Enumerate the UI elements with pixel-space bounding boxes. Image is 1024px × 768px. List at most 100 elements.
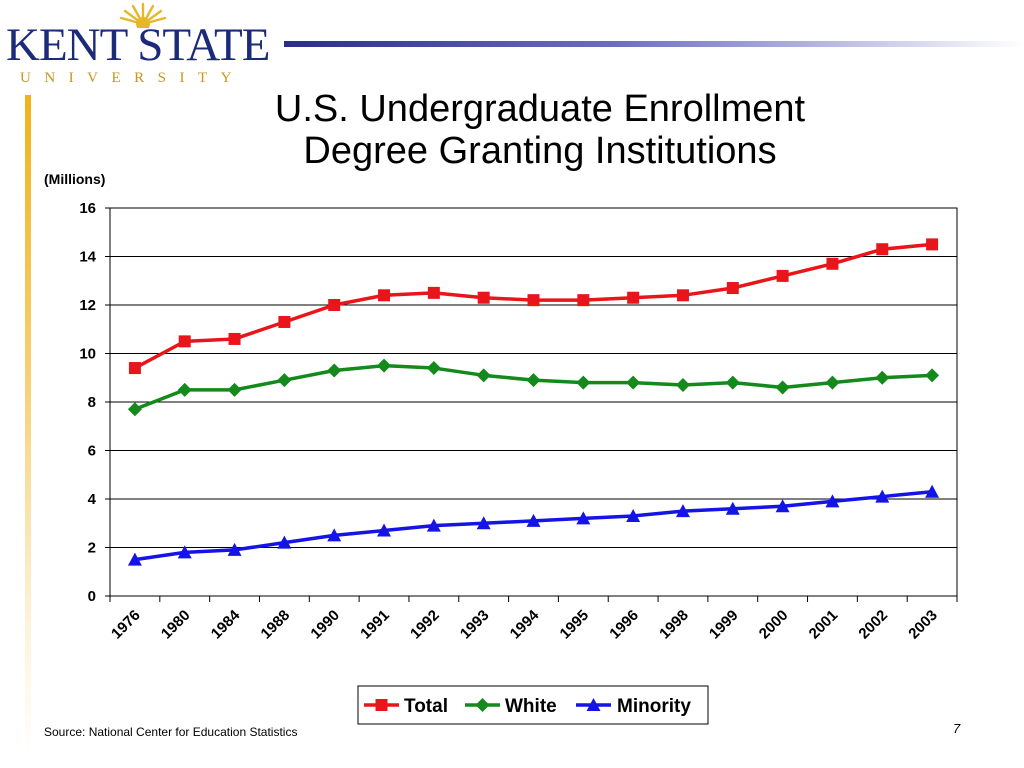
data-point-white bbox=[476, 368, 491, 383]
data-point-white bbox=[576, 375, 591, 390]
data-point-white bbox=[377, 358, 392, 373]
data-point-total bbox=[178, 335, 191, 348]
data-point-total bbox=[627, 291, 640, 304]
data-point-white bbox=[925, 368, 940, 383]
data-point-total bbox=[378, 289, 391, 302]
data-point-minority bbox=[227, 542, 242, 556]
x-tick-label: 2001 bbox=[806, 607, 842, 643]
y-tick-label: 0 bbox=[88, 588, 96, 605]
data-point-total bbox=[477, 291, 490, 304]
y-tick-label: 2 bbox=[88, 540, 96, 557]
x-tick-label: 1994 bbox=[507, 606, 543, 642]
x-tick-label: 2000 bbox=[756, 607, 792, 643]
x-tick-label: 1998 bbox=[656, 607, 692, 643]
plot-area bbox=[109, 207, 958, 597]
data-point-minority bbox=[775, 499, 790, 513]
data-point-white bbox=[825, 375, 840, 390]
x-tick-label: 1993 bbox=[457, 607, 493, 643]
series-total bbox=[128, 238, 939, 375]
x-tick-label: 1999 bbox=[706, 607, 742, 643]
sun-icon bbox=[119, 2, 167, 28]
data-point-white bbox=[227, 382, 242, 397]
data-point-total bbox=[726, 282, 739, 295]
data-point-minority bbox=[825, 494, 840, 508]
data-point-total bbox=[776, 269, 789, 282]
data-point-total bbox=[427, 286, 440, 299]
series-line-white bbox=[134, 363, 933, 411]
data-point-total bbox=[926, 238, 939, 251]
data-point-minority bbox=[327, 528, 342, 542]
data-point-minority bbox=[526, 513, 541, 527]
data-point-white bbox=[526, 373, 541, 388]
x-tick-label: 1980 bbox=[158, 607, 194, 643]
data-point-white bbox=[775, 380, 790, 395]
data-point-minority bbox=[476, 516, 491, 530]
data-point-minority bbox=[177, 545, 192, 559]
data-point-white bbox=[277, 373, 292, 388]
series-line-total bbox=[134, 242, 933, 370]
data-point-total bbox=[826, 257, 839, 270]
y-tick-label: 4 bbox=[88, 491, 97, 508]
x-tick-label: 2002 bbox=[855, 607, 891, 643]
header-accent-line bbox=[284, 41, 1024, 47]
x-tick-label: 1988 bbox=[258, 607, 294, 643]
title-line-1: U.S. Undergraduate Enrollment bbox=[274, 88, 806, 130]
data-point-minority bbox=[925, 484, 940, 498]
y-tick-label: 6 bbox=[88, 443, 96, 460]
data-point-total bbox=[676, 289, 689, 302]
legend-box bbox=[357, 685, 709, 725]
data-point-minority bbox=[377, 523, 392, 537]
data-point-total bbox=[278, 315, 291, 328]
x-tick-label: 1991 bbox=[357, 607, 393, 643]
logo-subtitle: UNIVERSITY bbox=[20, 70, 245, 86]
data-point-total bbox=[228, 332, 241, 345]
data-point-white bbox=[875, 370, 890, 385]
y-tick-label: 12 bbox=[79, 297, 96, 314]
page-number: 7 bbox=[953, 721, 961, 736]
y-tick-label: 10 bbox=[79, 346, 96, 363]
legend-label-white: White bbox=[505, 696, 557, 717]
x-tick-label: 1984 bbox=[208, 606, 244, 642]
data-point-white bbox=[426, 361, 441, 376]
data-point-total bbox=[876, 243, 889, 256]
data-point-total bbox=[128, 362, 141, 375]
y-tick-label: 16 bbox=[79, 200, 96, 217]
data-point-minority bbox=[127, 552, 142, 566]
data-point-minority bbox=[725, 501, 740, 515]
data-point-minority bbox=[626, 508, 641, 522]
data-point-white bbox=[177, 382, 192, 397]
data-point-white bbox=[327, 363, 342, 378]
data-point-minority bbox=[576, 511, 591, 525]
data-point-white bbox=[725, 375, 740, 390]
data-point-minority bbox=[875, 489, 890, 503]
y-tick-label: 14 bbox=[79, 249, 96, 266]
series-minority bbox=[127, 484, 940, 566]
data-point-white bbox=[675, 378, 690, 393]
source-note: Source: National Center for Education St… bbox=[44, 725, 298, 739]
series-white bbox=[127, 358, 940, 417]
data-point-white bbox=[127, 402, 142, 417]
legend-marker-white bbox=[475, 698, 490, 712]
x-tick-label: 2003 bbox=[905, 607, 941, 643]
x-tick-label: 1990 bbox=[307, 607, 343, 643]
data-point-white bbox=[626, 375, 641, 390]
data-point-minority bbox=[277, 535, 292, 549]
data-point-total bbox=[577, 294, 590, 307]
units-label: (Millions) bbox=[44, 171, 106, 187]
y-tick-label: 8 bbox=[88, 394, 96, 411]
data-point-minority bbox=[426, 518, 441, 532]
x-tick-label: 1996 bbox=[606, 607, 642, 643]
data-point-total bbox=[527, 294, 540, 307]
kent-state-logo: KENT STATE UNIVERSITY bbox=[6, 2, 278, 90]
legend: Total White Minority bbox=[357, 685, 709, 725]
x-tick-label: 1976 bbox=[108, 607, 144, 643]
title-line-2: Degree Granting Institutions bbox=[303, 130, 777, 172]
x-tick-label: 1995 bbox=[557, 607, 593, 643]
legend-marker-total bbox=[375, 699, 388, 711]
data-point-total bbox=[328, 299, 341, 311]
left-accent-bar bbox=[25, 95, 31, 755]
logo-wordmark: KENT STATE bbox=[6, 19, 270, 71]
data-point-minority bbox=[675, 504, 690, 518]
page-title: U.S. Undergraduate Enrollment Degree Gra… bbox=[150, 88, 930, 172]
